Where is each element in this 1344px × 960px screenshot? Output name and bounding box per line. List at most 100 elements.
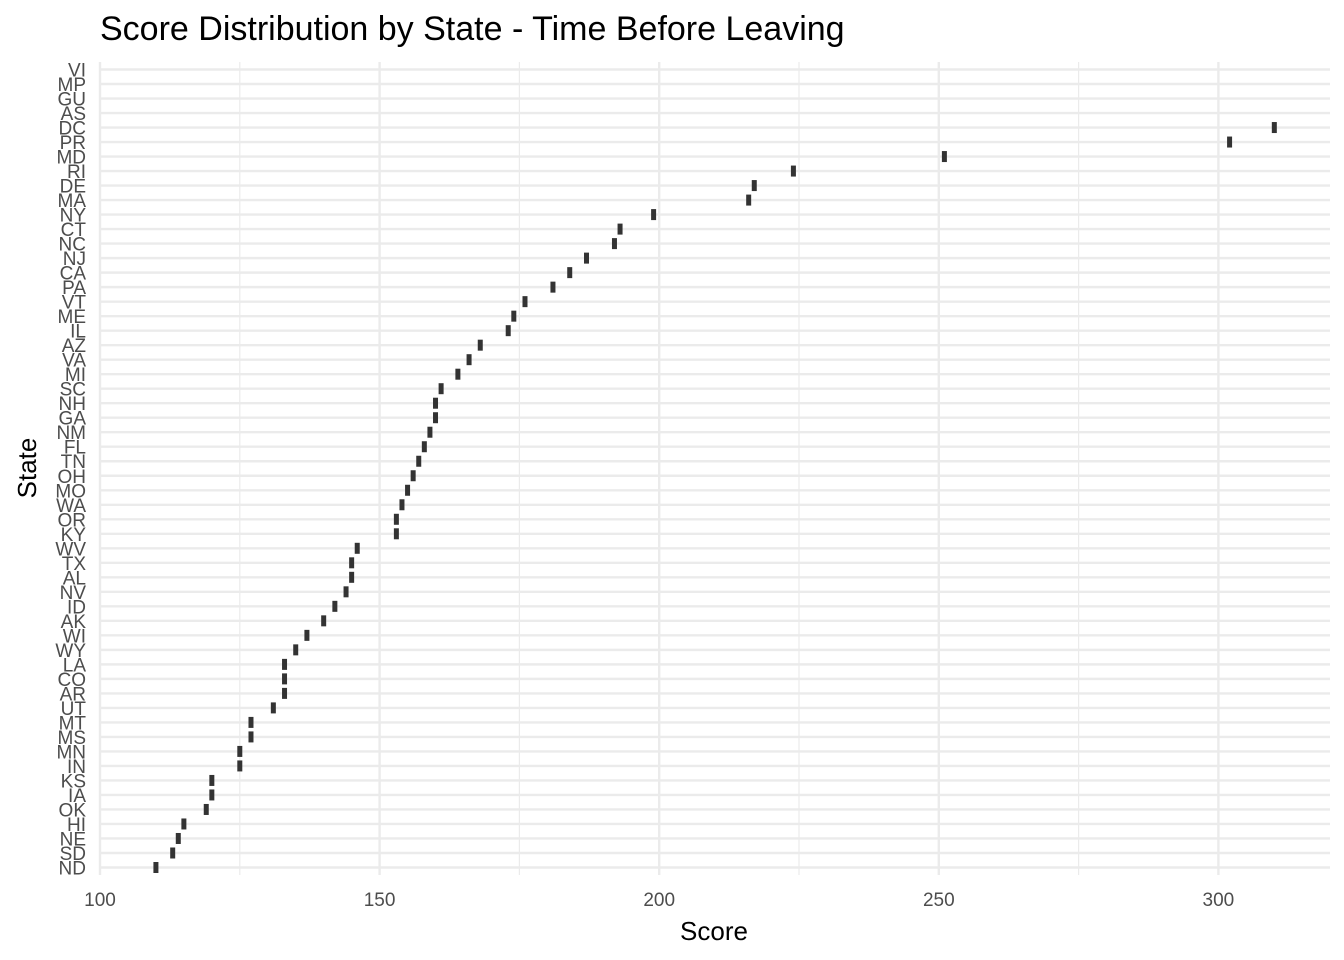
box-mark-CO: [282, 673, 288, 685]
box-mark-SD: [170, 847, 176, 859]
y-tick-label: OR: [58, 510, 87, 531]
box-mark-CT: [617, 223, 623, 235]
x-axis-title: Score: [680, 916, 748, 946]
y-tick-label: WV: [55, 539, 86, 560]
y-tick-label: KY: [61, 525, 87, 546]
y-tick-label: AK: [61, 612, 87, 633]
y-tick-label: KS: [61, 771, 86, 792]
y-tick-label: MN: [56, 742, 86, 763]
y-tick-label: TN: [61, 452, 86, 473]
y-tick-label: WI: [63, 626, 86, 647]
box-mark-IN: [237, 760, 243, 772]
box-mark-KS: [209, 774, 215, 786]
box-mark-AK: [321, 615, 327, 627]
box-mark-WA: [399, 499, 405, 511]
y-tick-label: CA: [60, 264, 87, 285]
box-mark-NM: [427, 426, 433, 438]
y-tick-label: NY: [60, 206, 87, 227]
x-tick-label: 250: [923, 890, 955, 911]
box-mark-TX: [349, 557, 355, 569]
y-tick-label: AL: [63, 568, 86, 589]
y-tick-label: VA: [62, 351, 86, 372]
y-tick-label: RI: [67, 162, 86, 183]
y-tick-label: AR: [60, 684, 86, 705]
y-tick-label: HI: [67, 815, 86, 836]
box-mark-VT: [522, 296, 528, 308]
box-mark-MN: [237, 745, 243, 757]
y-tick-label: CT: [61, 220, 87, 241]
x-tick-label: 300: [1203, 890, 1235, 911]
y-tick-label: FL: [64, 438, 86, 459]
box-mark-MA: [746, 194, 752, 206]
box-mark-KY: [393, 528, 399, 540]
box-mark-OR: [393, 513, 399, 525]
y-tick-label: VT: [62, 293, 87, 314]
y-tick-label: NH: [59, 394, 86, 415]
x-tick-label: 100: [84, 890, 116, 911]
y-tick-label: OH: [58, 467, 87, 488]
box-mark-VA: [466, 354, 472, 366]
box-mark-NV: [343, 586, 349, 598]
y-tick-label: MP: [58, 75, 87, 96]
y-tick-label: MA: [58, 191, 87, 212]
data-marks: [153, 122, 1277, 873]
box-mark-UT: [270, 702, 276, 714]
y-tick-label: WY: [55, 641, 86, 662]
box-mark-WV: [354, 542, 360, 554]
box-mark-ID: [332, 600, 338, 612]
box-mark-NE: [175, 832, 181, 844]
box-mark-NC: [611, 238, 617, 250]
box-mark-IL: [505, 325, 511, 337]
box-mark-OK: [203, 803, 209, 815]
x-tick-label: 150: [364, 890, 396, 911]
box-mark-ME: [511, 310, 517, 322]
y-tick-label: CO: [58, 670, 87, 691]
y-tick-label: MS: [58, 728, 87, 749]
y-tick-label: NM: [56, 423, 86, 444]
box-mark-HI: [181, 818, 187, 830]
box-mark-AR: [282, 687, 288, 699]
y-tick-label: IA: [68, 786, 86, 807]
y-tick-label: SC: [60, 380, 86, 401]
box-mark-NY: [651, 209, 657, 221]
y-tick-label: NV: [60, 583, 87, 604]
y-tick-label: NE: [60, 829, 86, 850]
box-mark-ND: [153, 862, 159, 873]
y-tick-label: WA: [56, 496, 86, 517]
x-tick-label: 200: [643, 890, 675, 911]
box-mark-WY: [293, 644, 299, 656]
box-mark-LA: [282, 658, 288, 670]
y-tick-label: DE: [60, 177, 86, 198]
y-tick-label: PR: [60, 133, 86, 154]
box-mark-GA: [433, 412, 439, 424]
x-tick-labels: 100 150 200 250 300: [84, 890, 1234, 911]
box-mark-SC: [438, 383, 444, 395]
y-tick-label: MD: [56, 148, 86, 169]
box-mark-MO: [405, 484, 411, 496]
box-mark-AL: [349, 571, 355, 583]
box-mark-FL: [421, 441, 427, 453]
y-tick-label: ID: [67, 597, 86, 618]
y-tick-label: ME: [58, 307, 87, 328]
box-mark-DE: [751, 180, 757, 192]
y-tick-label: UT: [61, 699, 87, 720]
y-tick-label: GU: [58, 90, 87, 111]
y-tick-label: AS: [61, 104, 86, 125]
box-mark-RI: [790, 165, 796, 177]
box-mark-MT: [248, 716, 254, 728]
y-tick-label: MO: [55, 481, 86, 502]
y-tick-label: NC: [59, 235, 86, 256]
y-tick-label: DC: [59, 119, 86, 140]
y-tick-label: IN: [67, 757, 86, 778]
y-tick-label: ND: [59, 859, 86, 880]
y-tick-label: MT: [59, 713, 87, 734]
box-mark-MI: [455, 368, 461, 380]
box-mark-OH: [410, 470, 416, 482]
box-mark-TN: [416, 455, 422, 467]
y-tick-label: NJ: [63, 249, 86, 270]
y-tick-label: OK: [59, 800, 87, 821]
box-mark-PR: [1227, 136, 1233, 148]
y-tick-label: SD: [60, 844, 86, 865]
y-tick-label: GA: [59, 409, 87, 430]
